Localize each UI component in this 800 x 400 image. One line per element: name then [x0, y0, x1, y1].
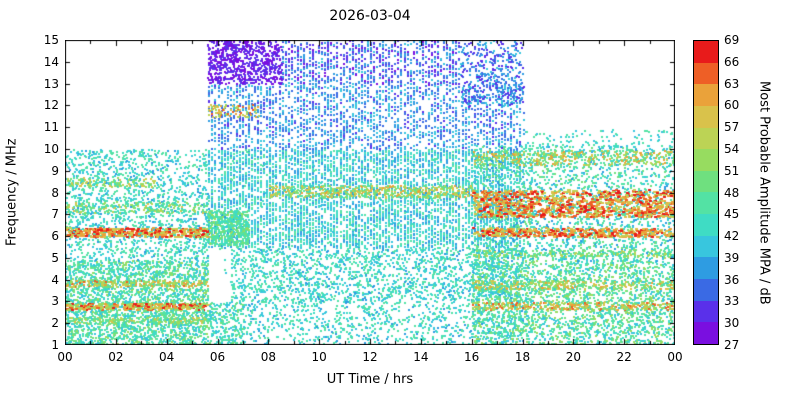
- colorbar-tick-label: 51: [724, 163, 740, 178]
- colorbar-segment: [694, 300, 718, 323]
- colorbar-tick-label: 60: [724, 98, 740, 113]
- colorbar-segment: [694, 279, 718, 301]
- x-tick-label: 00: [57, 350, 73, 364]
- spectrogram-canvas: [65, 40, 675, 345]
- y-tick-label: 11: [43, 120, 59, 135]
- y-tick-label: 2: [51, 316, 59, 331]
- y-tick-label: 10: [43, 141, 59, 156]
- y-tick-label: 1: [51, 338, 59, 352]
- y-tick-label: 12: [43, 98, 59, 113]
- colorbar-tick-label: 48: [724, 185, 740, 200]
- y-tick-label: 8: [51, 185, 59, 200]
- x-axis-label: UT Time / hrs: [326, 372, 414, 387]
- colorbar-segment: [694, 257, 718, 280]
- x-tick-label: 04: [159, 350, 175, 364]
- colorbar-tick-label: 42: [724, 229, 740, 244]
- y-tick-label: 3: [51, 294, 59, 309]
- chart-title: 2026-03-04: [329, 8, 411, 24]
- y-axis-label: Frequency / MHz: [4, 138, 20, 247]
- colorbar-segment: [694, 149, 718, 171]
- colorbar-segment: [694, 235, 718, 258]
- x-tick-label: 22: [616, 350, 632, 364]
- x-tick-label: 06: [209, 350, 226, 364]
- colorbar-tick-label: 36: [724, 272, 740, 287]
- colorbar-tick-label: 39: [724, 250, 740, 265]
- colorbar-segment: [694, 192, 718, 215]
- x-tick-label: 10: [311, 350, 327, 364]
- x-tick-label: 00: [667, 350, 683, 364]
- y-tick-label: 14: [43, 54, 59, 69]
- colorbar-label: Most Probable Amplitude MPA / dB: [756, 80, 772, 305]
- y-tick-label: 7: [51, 207, 59, 222]
- y-tick-label: 6: [51, 229, 59, 244]
- colorbar-tick-label: 45: [724, 207, 740, 222]
- y-tick-label: 15: [43, 33, 59, 47]
- colorbar-segment: [694, 322, 718, 344]
- x-tick-label: 02: [108, 350, 124, 364]
- y-tick-label: 9: [51, 163, 59, 178]
- colorbar-tick-label: 33: [724, 294, 740, 309]
- y-tick-label: 5: [51, 250, 59, 265]
- colorbar-tick-label: 27: [724, 338, 740, 352]
- colorbar-tick-label: 69: [724, 33, 740, 47]
- colorbar-tick-label: 66: [724, 54, 740, 69]
- colorbar-segment: [694, 170, 718, 193]
- colorbar-segment: [694, 84, 718, 106]
- y-tick-label: 4: [51, 272, 59, 287]
- y-tick-label: 13: [43, 76, 59, 91]
- colorbar: [693, 40, 719, 345]
- colorbar-segment: [694, 62, 718, 85]
- colorbar-segment: [694, 41, 718, 63]
- colorbar-segment: [694, 127, 718, 150]
- x-tick-label: 14: [413, 350, 429, 364]
- colorbar-tick-label: 30: [724, 316, 740, 331]
- x-tick-label: 18: [514, 350, 531, 364]
- x-tick-label: 12: [362, 350, 378, 364]
- x-tick-label: 16: [464, 350, 480, 364]
- x-tick-label: 08: [260, 350, 276, 364]
- colorbar-segment: [694, 105, 718, 128]
- colorbar-segment: [694, 214, 718, 236]
- x-tick-label: 20: [565, 350, 581, 364]
- colorbar-tick-label: 57: [724, 120, 740, 135]
- colorbar-tick-label: 54: [724, 141, 740, 156]
- colorbar-tick-label: 63: [724, 76, 740, 91]
